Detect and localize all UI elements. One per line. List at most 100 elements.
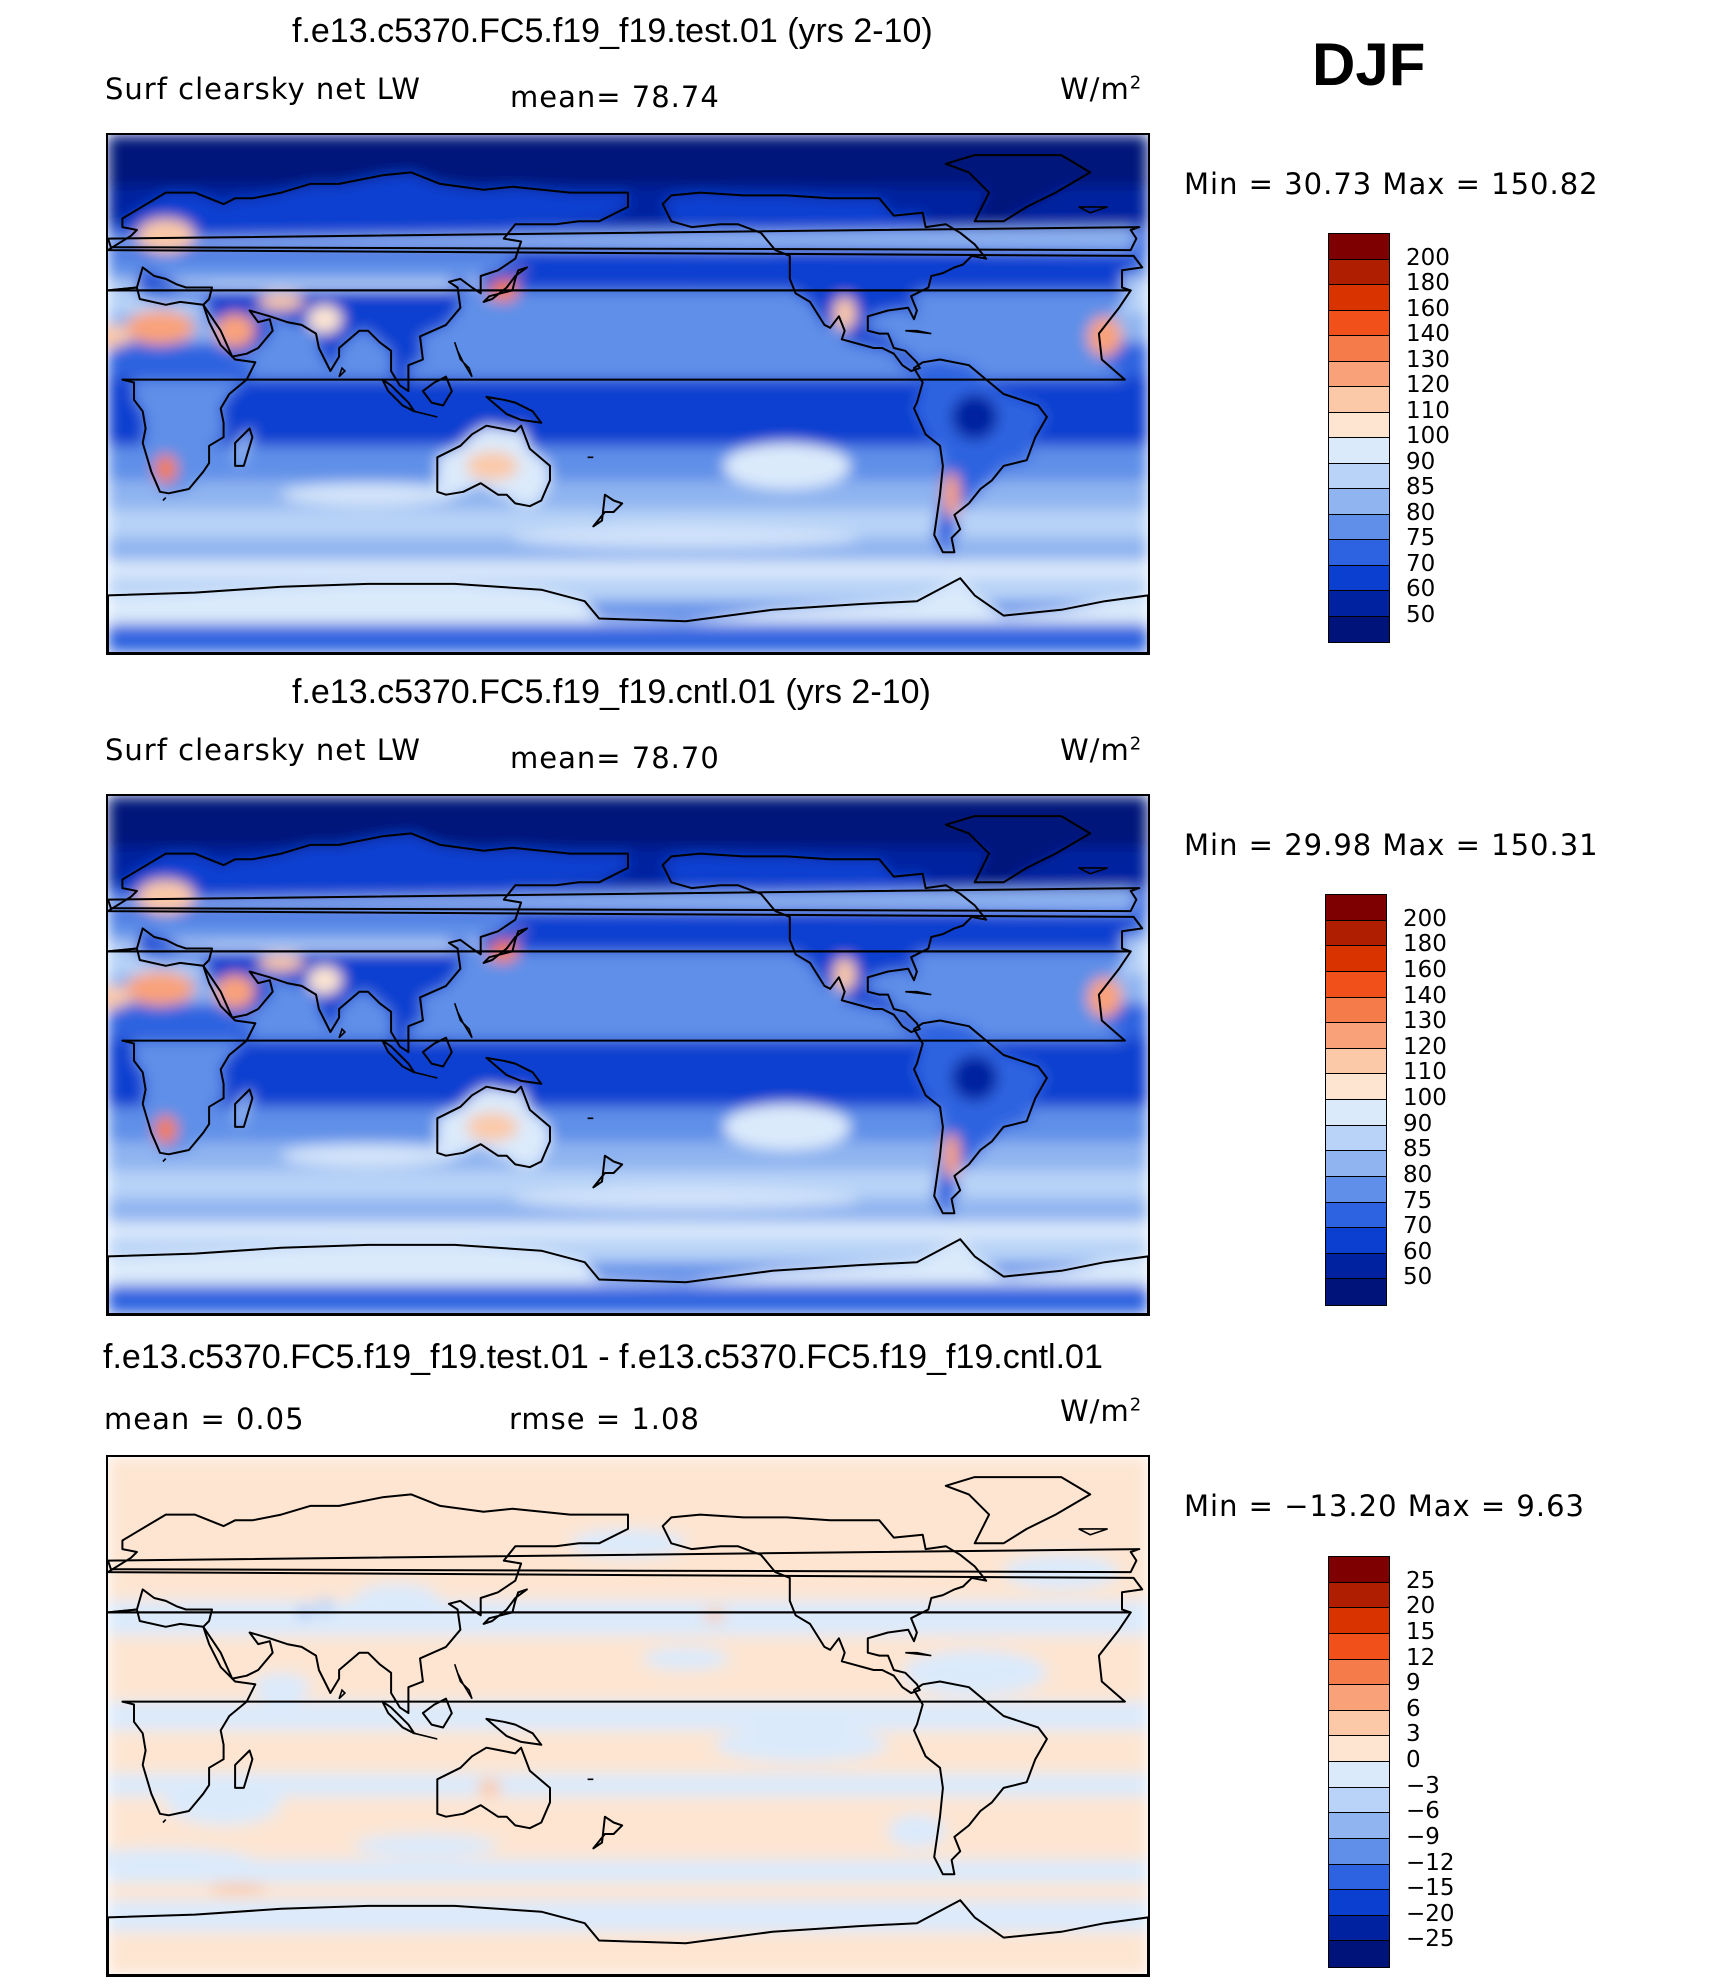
field-contour bbox=[570, 1528, 686, 1558]
coastline-samerica bbox=[913, 358, 1048, 554]
colorbar-swatch bbox=[1326, 1253, 1386, 1280]
colorbar-swatch bbox=[1326, 997, 1386, 1024]
colorbar-swatch bbox=[1329, 412, 1389, 438]
land-eurasia bbox=[108, 172, 1143, 392]
colorbar-label: 25 bbox=[1406, 1567, 1436, 1594]
colorbar-swatch bbox=[1329, 489, 1389, 515]
coastline-madagascar bbox=[234, 1088, 254, 1128]
panel-title: f.e13.c5370.FC5.f19_f19.test.01 - f.e13.… bbox=[103, 1338, 1103, 1376]
mean-label: mean= 78.74 bbox=[510, 80, 720, 114]
colorbar-swatch bbox=[1329, 1710, 1389, 1737]
colorbar-swatch bbox=[1329, 514, 1389, 540]
mean-label: mean= 78.70 bbox=[510, 741, 720, 775]
map-cntl bbox=[106, 794, 1150, 1316]
colorbar-label: 90 bbox=[1406, 448, 1436, 475]
field-contour bbox=[154, 454, 178, 484]
colorbar-swatch bbox=[1329, 1736, 1389, 1762]
colorbar-swatch bbox=[1329, 1633, 1389, 1660]
colorbar-swatch bbox=[1326, 1151, 1386, 1177]
field-contour bbox=[942, 1132, 961, 1179]
coastline-island bbox=[338, 366, 347, 378]
land-newguinea bbox=[486, 1057, 542, 1084]
colorbar-swatch bbox=[1329, 361, 1389, 387]
field-contour bbox=[642, 1646, 730, 1670]
colorbar-label: 130 bbox=[1403, 1008, 1447, 1035]
coastline-island bbox=[1078, 206, 1108, 214]
colorbar-swatch bbox=[1326, 1176, 1386, 1203]
units-label: W/m2 bbox=[1060, 72, 1143, 106]
colorbar-swatch bbox=[1329, 1838, 1389, 1865]
coastline-island bbox=[905, 990, 932, 996]
colorbar-label: 130 bbox=[1406, 346, 1450, 373]
colorbar-label: 50 bbox=[1406, 601, 1436, 628]
colorbar-swatch bbox=[1326, 920, 1386, 947]
colorbar-label: −20 bbox=[1406, 1900, 1455, 1927]
field-contour bbox=[252, 1672, 311, 1702]
panel-title: f.e13.c5370.FC5.f19_f19.test.01 (yrs 2-1… bbox=[292, 12, 933, 50]
coastline-namerica bbox=[661, 191, 988, 372]
coastline-antarctica bbox=[108, 1238, 1148, 1314]
colorbar-label: 140 bbox=[1406, 321, 1450, 347]
colorbar-swatch bbox=[1329, 1864, 1389, 1891]
colorbar-swatch bbox=[1326, 1125, 1386, 1152]
coastline-greenland bbox=[944, 1476, 1092, 1545]
variable-label: Surf clearsky net LW bbox=[105, 733, 421, 767]
coastline-borneo bbox=[421, 375, 453, 407]
colorbar-swatch bbox=[1329, 1685, 1389, 1711]
coastline-japan bbox=[482, 1588, 528, 1625]
colorbar-label: 110 bbox=[1403, 1059, 1447, 1086]
field-contour bbox=[307, 304, 342, 334]
field-contour bbox=[1087, 316, 1122, 357]
colorbar-label: 180 bbox=[1403, 931, 1447, 958]
field-contour bbox=[1087, 977, 1122, 1018]
field-band bbox=[108, 1859, 1148, 1883]
coastline-africa bbox=[108, 1608, 1132, 1817]
field-layer bbox=[108, 796, 1148, 1314]
coastline-japan bbox=[482, 927, 528, 964]
rmse-label: rmse = 1.08 bbox=[509, 1402, 700, 1436]
colorbar-label: 70 bbox=[1406, 550, 1436, 577]
field-contour bbox=[307, 965, 342, 995]
colorbar-swatch bbox=[1329, 259, 1389, 285]
field-contour bbox=[125, 310, 195, 346]
field-contour bbox=[466, 451, 519, 481]
coastline-borneo bbox=[421, 1697, 453, 1729]
field-contour bbox=[951, 1055, 998, 1102]
field-contour bbox=[888, 1813, 946, 1849]
field-contour bbox=[714, 1727, 888, 1763]
colorbar-swatch bbox=[1329, 285, 1389, 311]
colorbar-swatch bbox=[1329, 1659, 1389, 1686]
colorbar-label: 80 bbox=[1406, 499, 1436, 526]
coastline-island bbox=[905, 329, 932, 335]
colorbar-swatch bbox=[1326, 971, 1386, 998]
coastline-layer bbox=[108, 154, 1148, 653]
colorbar-swatch bbox=[1329, 438, 1389, 464]
field-band bbox=[108, 480, 1148, 510]
colorbar-swatch bbox=[1329, 616, 1389, 642]
coastline-japan bbox=[482, 266, 528, 303]
field-band bbox=[108, 1221, 1148, 1240]
colorbar-swatch bbox=[1329, 565, 1389, 591]
coastline-layer bbox=[108, 815, 1148, 1314]
colorbar-swatch bbox=[1329, 336, 1389, 362]
colorbar-label: 120 bbox=[1406, 372, 1450, 398]
coastline-island bbox=[1078, 867, 1108, 875]
coastline-namerica bbox=[661, 1513, 988, 1694]
field-contour bbox=[833, 296, 857, 331]
coastline-samerica bbox=[913, 1680, 1048, 1876]
colorbar-swatch bbox=[1326, 895, 1386, 921]
field-layer bbox=[108, 1457, 1148, 1975]
field-contour bbox=[353, 1833, 498, 1858]
coastline-newguinea bbox=[485, 395, 543, 424]
coastline-island bbox=[1078, 1528, 1108, 1536]
coastline-uk bbox=[108, 1548, 1141, 1574]
field-contour bbox=[258, 954, 305, 972]
field-band bbox=[108, 624, 1148, 653]
field-contour bbox=[209, 1882, 267, 1895]
colorbar-swatch bbox=[1329, 463, 1389, 489]
coastline-australia bbox=[436, 424, 551, 508]
colorbar-label: 12 bbox=[1406, 1644, 1436, 1671]
map-svg bbox=[108, 1457, 1148, 1975]
coastline-island bbox=[414, 1071, 438, 1079]
land-borneo bbox=[422, 376, 452, 406]
